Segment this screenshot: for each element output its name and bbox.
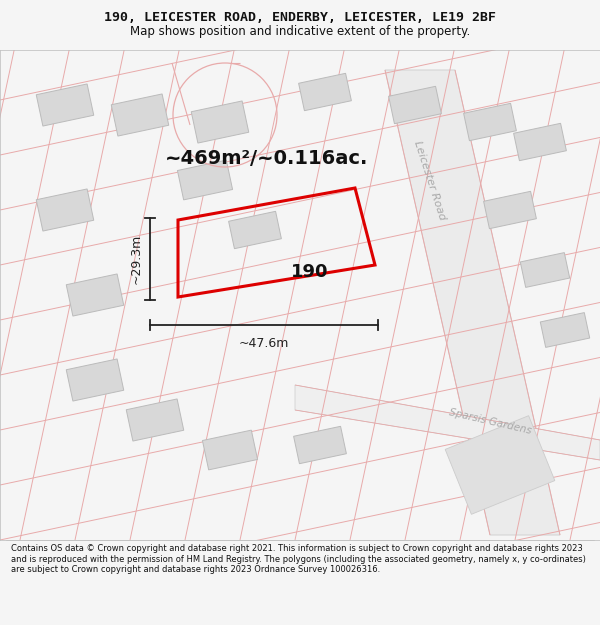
Polygon shape bbox=[178, 160, 233, 200]
Polygon shape bbox=[520, 253, 570, 288]
Polygon shape bbox=[385, 70, 560, 535]
Polygon shape bbox=[36, 189, 94, 231]
Polygon shape bbox=[514, 123, 566, 161]
Polygon shape bbox=[484, 191, 536, 229]
Text: 190, LEICESTER ROAD, ENDERBY, LEICESTER, LE19 2BF: 190, LEICESTER ROAD, ENDERBY, LEICESTER,… bbox=[104, 11, 496, 24]
Polygon shape bbox=[111, 94, 169, 136]
Polygon shape bbox=[202, 430, 257, 470]
Text: Map shows position and indicative extent of the property.: Map shows position and indicative extent… bbox=[130, 24, 470, 38]
Polygon shape bbox=[36, 84, 94, 126]
Polygon shape bbox=[464, 103, 517, 141]
Text: Leicester Road: Leicester Road bbox=[412, 139, 448, 221]
Polygon shape bbox=[66, 359, 124, 401]
Polygon shape bbox=[540, 312, 590, 348]
Text: ~29.3m: ~29.3m bbox=[130, 234, 143, 284]
Polygon shape bbox=[229, 211, 281, 249]
Polygon shape bbox=[191, 101, 249, 143]
Text: 190: 190 bbox=[291, 263, 329, 281]
Polygon shape bbox=[299, 73, 352, 111]
Polygon shape bbox=[295, 385, 600, 460]
Text: Sparsis Gardens: Sparsis Gardens bbox=[448, 408, 532, 436]
Text: ~469m²/~0.116ac.: ~469m²/~0.116ac. bbox=[165, 149, 368, 168]
Polygon shape bbox=[66, 274, 124, 316]
Polygon shape bbox=[293, 426, 346, 464]
Polygon shape bbox=[389, 86, 442, 124]
Polygon shape bbox=[445, 416, 555, 514]
Text: ~47.6m: ~47.6m bbox=[239, 337, 289, 350]
Polygon shape bbox=[126, 399, 184, 441]
Text: Contains OS data © Crown copyright and database right 2021. This information is : Contains OS data © Crown copyright and d… bbox=[11, 544, 586, 574]
